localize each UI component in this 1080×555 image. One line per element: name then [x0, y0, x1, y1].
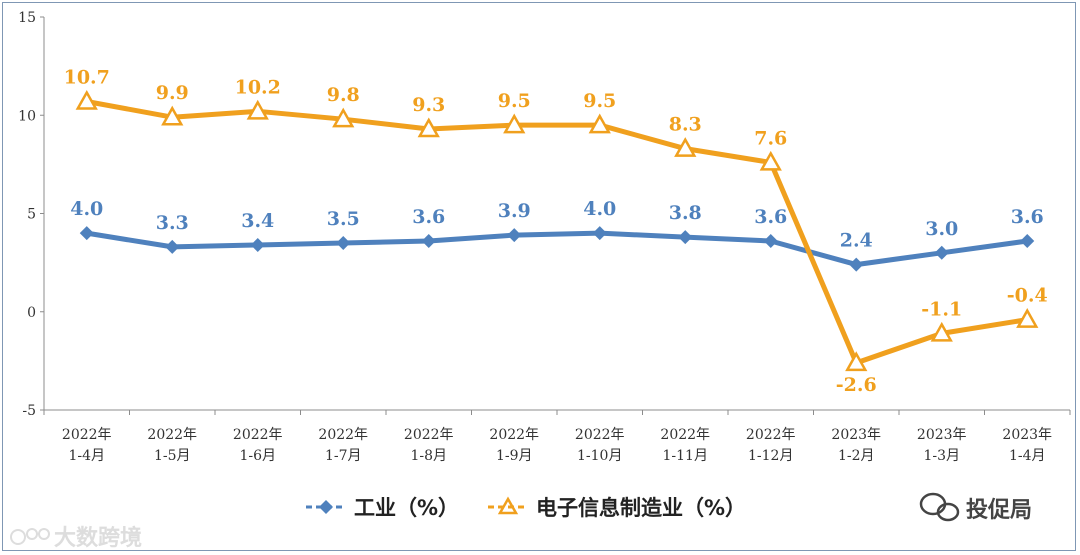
- data-label: 3.8: [669, 202, 702, 224]
- data-point-triangle: [417, 117, 440, 138]
- x-tick-label-year: 2022年: [489, 427, 539, 443]
- x-tick-label-period: 1-7月: [325, 448, 362, 464]
- chart-axes: -5 0 5 10 15 2022年 1-4月 2022年 1-5月 2022年 1-6月 2022年…: [18, 10, 1071, 464]
- x-tick-label-period: 1-3月: [923, 448, 960, 464]
- data-label: 9.3: [412, 94, 445, 116]
- series-layer: 4.03.3 3.4 3.5 3.6 3.9 4.0 3.8 3.62.43.03.610.7…: [64, 66, 1048, 395]
- data-point-diamond: [507, 228, 522, 243]
- series-line: [84, 230, 1030, 268]
- watermark-left: 大数跨境: [10, 525, 142, 551]
- data-point-diamond: [849, 257, 864, 272]
- data-point-triangle: [674, 137, 697, 157]
- data-label: -1.1: [921, 298, 962, 320]
- data-point-triangle: [759, 150, 782, 171]
- data-label: 3.6: [412, 206, 445, 228]
- y-tick-label: -5: [22, 403, 36, 419]
- data-point-diamond: [421, 234, 436, 249]
- series-electronics: 10.7 9.9 10.2 9.8 9.3 9.5 9.5 8.3 7.6 -2.6 -1.1 -0.…: [64, 66, 1048, 395]
- watermark-left-text: 大数跨境: [54, 525, 142, 551]
- x-tick-label-period: 1-4月: [68, 448, 105, 464]
- data-label: 8.3: [669, 114, 702, 136]
- data-point-triangle: [75, 89, 98, 110]
- x-tick-label-year: 2022年: [404, 427, 454, 443]
- x-tick-label-period: 1-2月: [838, 448, 875, 464]
- data-point-diamond: [592, 226, 607, 241]
- legend-label-electronics: 电子信息制造业（%）: [536, 496, 746, 520]
- legend-marker-diamond-icon: [319, 500, 333, 514]
- x-tick-label-period: 1-6月: [239, 448, 276, 464]
- y-tick-label: 10: [18, 108, 36, 124]
- data-label: 4.0: [70, 198, 103, 220]
- x-tick-label-year: 2023年: [1002, 427, 1052, 443]
- y-tick-label: 5: [27, 207, 36, 223]
- data-label: 7.6: [754, 127, 787, 149]
- x-tick-label-year: 2022年: [318, 427, 368, 443]
- data-point-triangle: [161, 105, 184, 126]
- x-tick-label-period: 1-12月: [748, 448, 793, 464]
- data-label: 9.5: [498, 90, 531, 112]
- data-point-diamond: [250, 237, 265, 252]
- x-tick-label-year: 2022年: [746, 427, 796, 443]
- data-label: -2.6: [836, 374, 877, 396]
- x-tick-label-period: 1-4月: [1009, 448, 1046, 464]
- data-label: 2.4: [840, 230, 873, 252]
- legend: 工业（%） 电子信息制造业（%）: [306, 496, 746, 520]
- data-label: 3.6: [1011, 206, 1044, 228]
- x-tick-label-year: 2022年: [62, 427, 112, 443]
- data-point-triangle: [930, 321, 953, 342]
- data-point-diamond: [1020, 234, 1035, 249]
- data-label: 3.5: [327, 208, 360, 230]
- data-label: 3.3: [156, 212, 189, 234]
- infinity-logo-icon: [10, 528, 50, 545]
- data-point-triangle: [246, 99, 269, 120]
- series-line: [84, 98, 1030, 366]
- x-tick-label-year: 2022年: [660, 427, 710, 443]
- data-point-triangle: [845, 351, 868, 372]
- x-tick-label-year: 2023年: [917, 427, 967, 443]
- data-label: -0.4: [1007, 285, 1048, 307]
- data-label: 9.9: [156, 82, 189, 104]
- watermark-right: 投促局: [919, 492, 1032, 523]
- x-tick-label-year: 2022年: [575, 427, 625, 443]
- x-tick-label-year: 2023年: [831, 427, 881, 443]
- legend-item-electronics: 电子信息制造业（%）: [488, 496, 746, 520]
- data-label: 3.0: [925, 218, 958, 240]
- x-tick-label-year: 2022年: [147, 427, 197, 443]
- series-industry: 4.0 3.3 3.4 3.5 3.6 3.9 4.0 3.8 3.6 2.4 3.0 3.6: [70, 198, 1044, 272]
- legend-marker-triangle-icon: [497, 496, 519, 515]
- data-point-triangle: [1016, 308, 1039, 328]
- data-point-diamond: [79, 226, 94, 241]
- data-label: 10.7: [64, 66, 110, 88]
- data-point-triangle: [332, 107, 355, 128]
- y-tick-label: 15: [18, 10, 36, 26]
- data-point-triangle: [588, 113, 611, 134]
- data-label: 3.6: [754, 206, 787, 228]
- data-label: 9.5: [583, 90, 616, 112]
- wechat-icon: [919, 492, 960, 522]
- data-label: 9.8: [327, 84, 360, 106]
- data-point-diamond: [336, 235, 351, 250]
- data-label: 3.9: [498, 200, 531, 222]
- data-point-diamond: [934, 245, 949, 260]
- legend-label-industry: 工业（%）: [354, 496, 459, 520]
- x-tick-label-year: 2022年: [233, 427, 283, 443]
- data-label: 3.4: [241, 210, 274, 232]
- x-tick-label-period: 1-5月: [154, 448, 191, 464]
- data-label: 4.0: [583, 198, 616, 220]
- y-tick-label: 0: [27, 305, 36, 321]
- data-point-diamond: [165, 239, 180, 254]
- data-point-diamond: [763, 234, 778, 249]
- x-tick-label-period: 1-9月: [496, 448, 533, 464]
- watermark-right-text: 投促局: [966, 498, 1032, 523]
- x-tick-label-period: 1-10月: [577, 448, 622, 464]
- data-label: 10.2: [235, 76, 281, 98]
- data-point-diamond: [678, 230, 693, 245]
- x-tick-label-period: 1-11月: [663, 448, 708, 464]
- legend-item-industry: 工业（%）: [306, 496, 459, 520]
- x-tick-label-period: 1-8月: [410, 448, 447, 464]
- data-point-triangle: [503, 113, 526, 134]
